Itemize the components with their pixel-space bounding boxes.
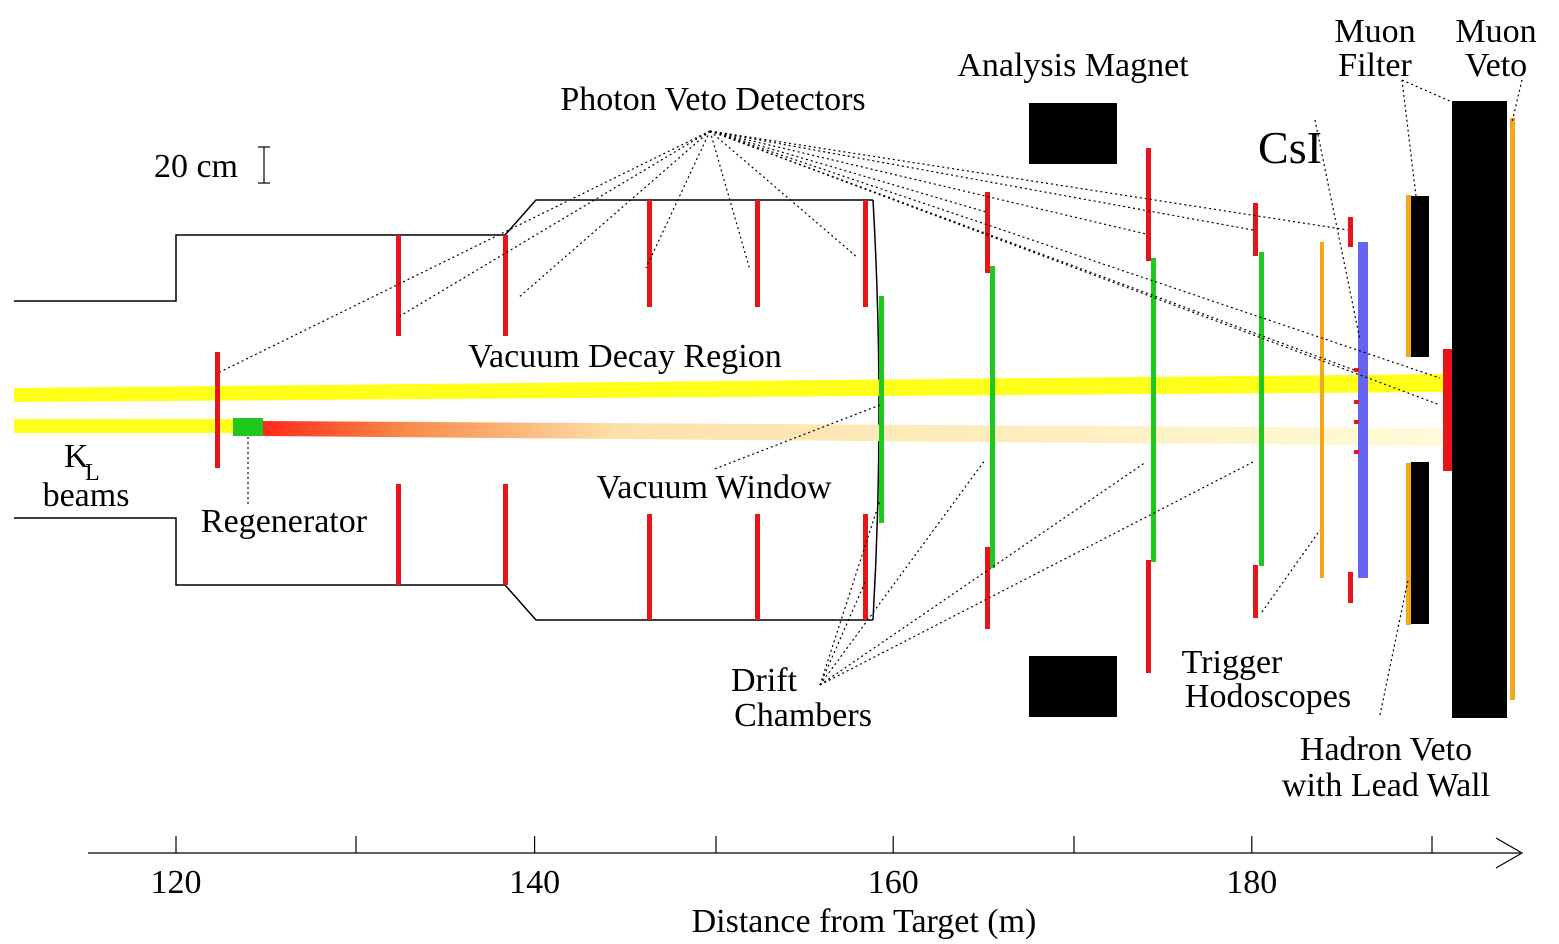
labels: Photon Veto Detectors Analysis Magnet Mu…: [43, 13, 1537, 940]
label: CsI: [1258, 122, 1322, 173]
label: Regenerator: [201, 503, 368, 540]
tick-label: 120: [151, 864, 202, 901]
tick-label: 180: [1226, 864, 1277, 901]
axis-title: Distance from Target (m): [692, 903, 1037, 940]
label: beams: [43, 477, 130, 514]
label: Hodoscopes: [1185, 678, 1351, 715]
label: Trigger: [1182, 644, 1283, 681]
label: Muon: [1455, 13, 1536, 50]
label: 20 cm: [154, 148, 238, 185]
label: with Lead Wall: [1282, 767, 1490, 804]
label: Analysis Magnet: [957, 47, 1189, 84]
label: Filter: [1338, 47, 1412, 84]
label: Vacuum Window: [596, 469, 831, 506]
label: Hadron Veto: [1300, 731, 1472, 768]
label: Photon Veto Detectors: [560, 81, 865, 118]
label: L: [85, 460, 100, 486]
layout: [14, 79, 1524, 869]
label: Chambers: [734, 697, 872, 734]
tick-label: 160: [868, 864, 919, 901]
label: Drift: [731, 662, 798, 699]
label: Muon: [1334, 13, 1415, 50]
tick-label: 140: [509, 864, 560, 901]
label: K: [64, 438, 89, 475]
label: Veto: [1465, 47, 1527, 84]
label: Vacuum Decay Region: [468, 338, 781, 375]
